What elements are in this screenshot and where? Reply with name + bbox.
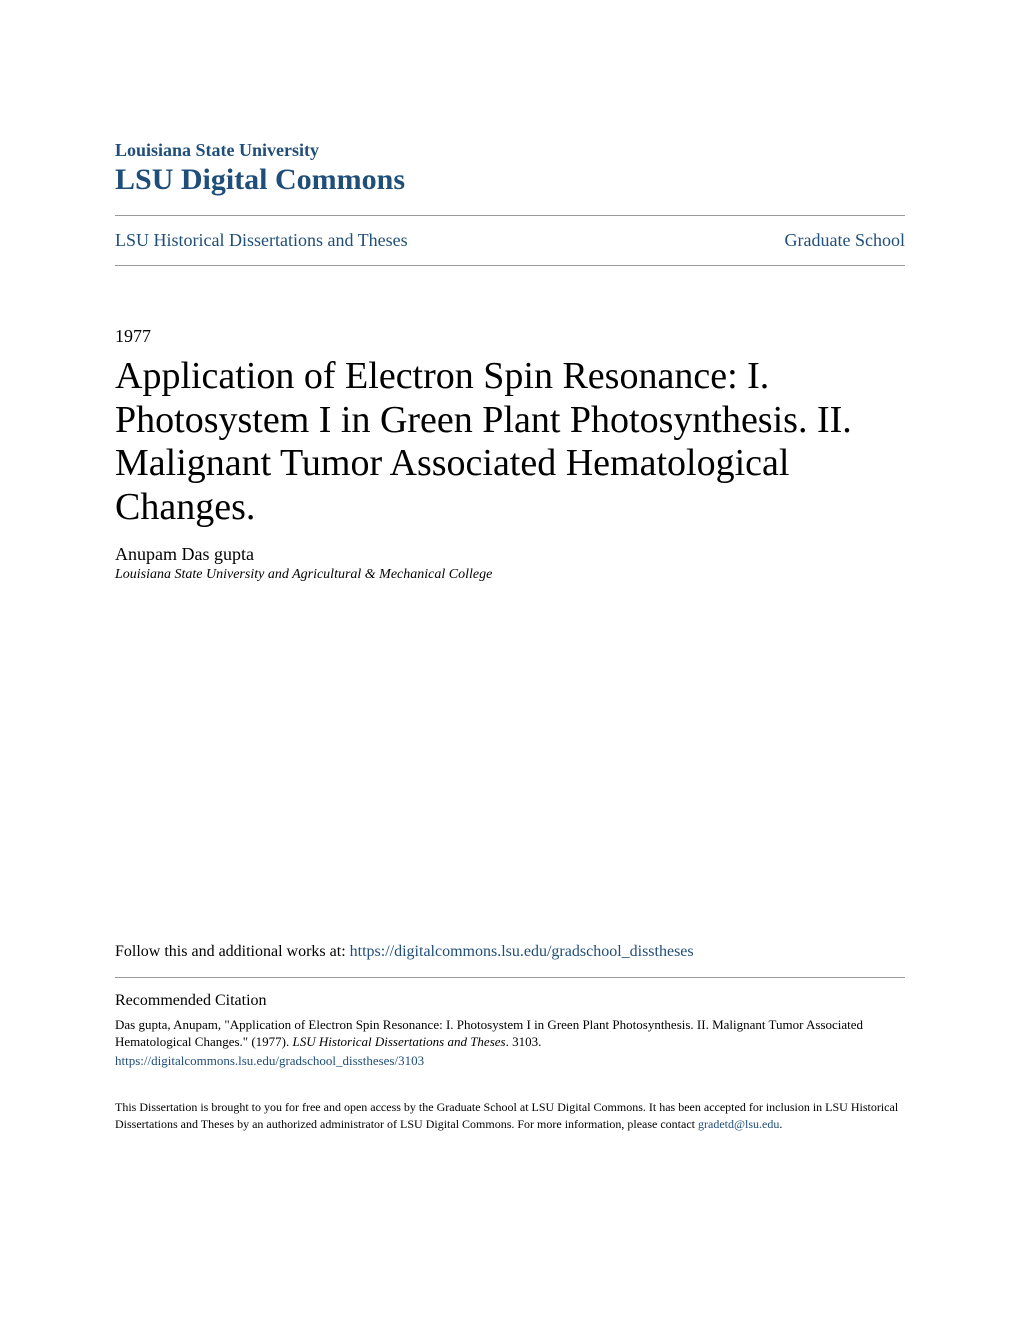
school-link[interactable]: Graduate School — [785, 230, 905, 251]
header-block: Louisiana State University LSU Digital C… — [115, 140, 905, 197]
access-text-part2: . — [779, 1117, 782, 1131]
citation-text: Das gupta, Anupam, "Application of Elect… — [115, 1016, 905, 1051]
follow-text: Follow this and additional works at: — [115, 943, 350, 960]
collection-link[interactable]: LSU Historical Dissertations and Theses — [115, 230, 408, 251]
nav-row: LSU Historical Dissertations and Theses … — [115, 216, 905, 265]
citation-series-italic: LSU Historical Dissertations and Theses — [293, 1034, 506, 1049]
university-name: Louisiana State University — [115, 140, 905, 161]
paper-title: Application of Electron Spin Resonance: … — [115, 355, 905, 530]
divider-nav — [115, 265, 905, 266]
follow-link[interactable]: https://digitalcommons.lsu.edu/gradschoo… — [350, 943, 694, 960]
author-affiliation: Louisiana State University and Agricultu… — [115, 567, 905, 583]
author-name: Anupam Das gupta — [115, 544, 905, 565]
spacer — [115, 583, 905, 943]
citation-heading: Recommended Citation — [115, 992, 905, 1010]
citation-url-link[interactable]: https://digitalcommons.lsu.edu/gradschoo… — [115, 1053, 905, 1069]
repository-name[interactable]: LSU Digital Commons — [115, 163, 905, 197]
access-statement: This Dissertation is brought to you for … — [115, 1099, 905, 1133]
publication-year: 1977 — [115, 326, 905, 347]
divider-citation — [115, 977, 905, 978]
follow-line: Follow this and additional works at: htt… — [115, 943, 905, 961]
citation-part2: . 3103. — [506, 1034, 542, 1049]
contact-email-link[interactable]: gradetd@lsu.edu — [698, 1117, 779, 1131]
